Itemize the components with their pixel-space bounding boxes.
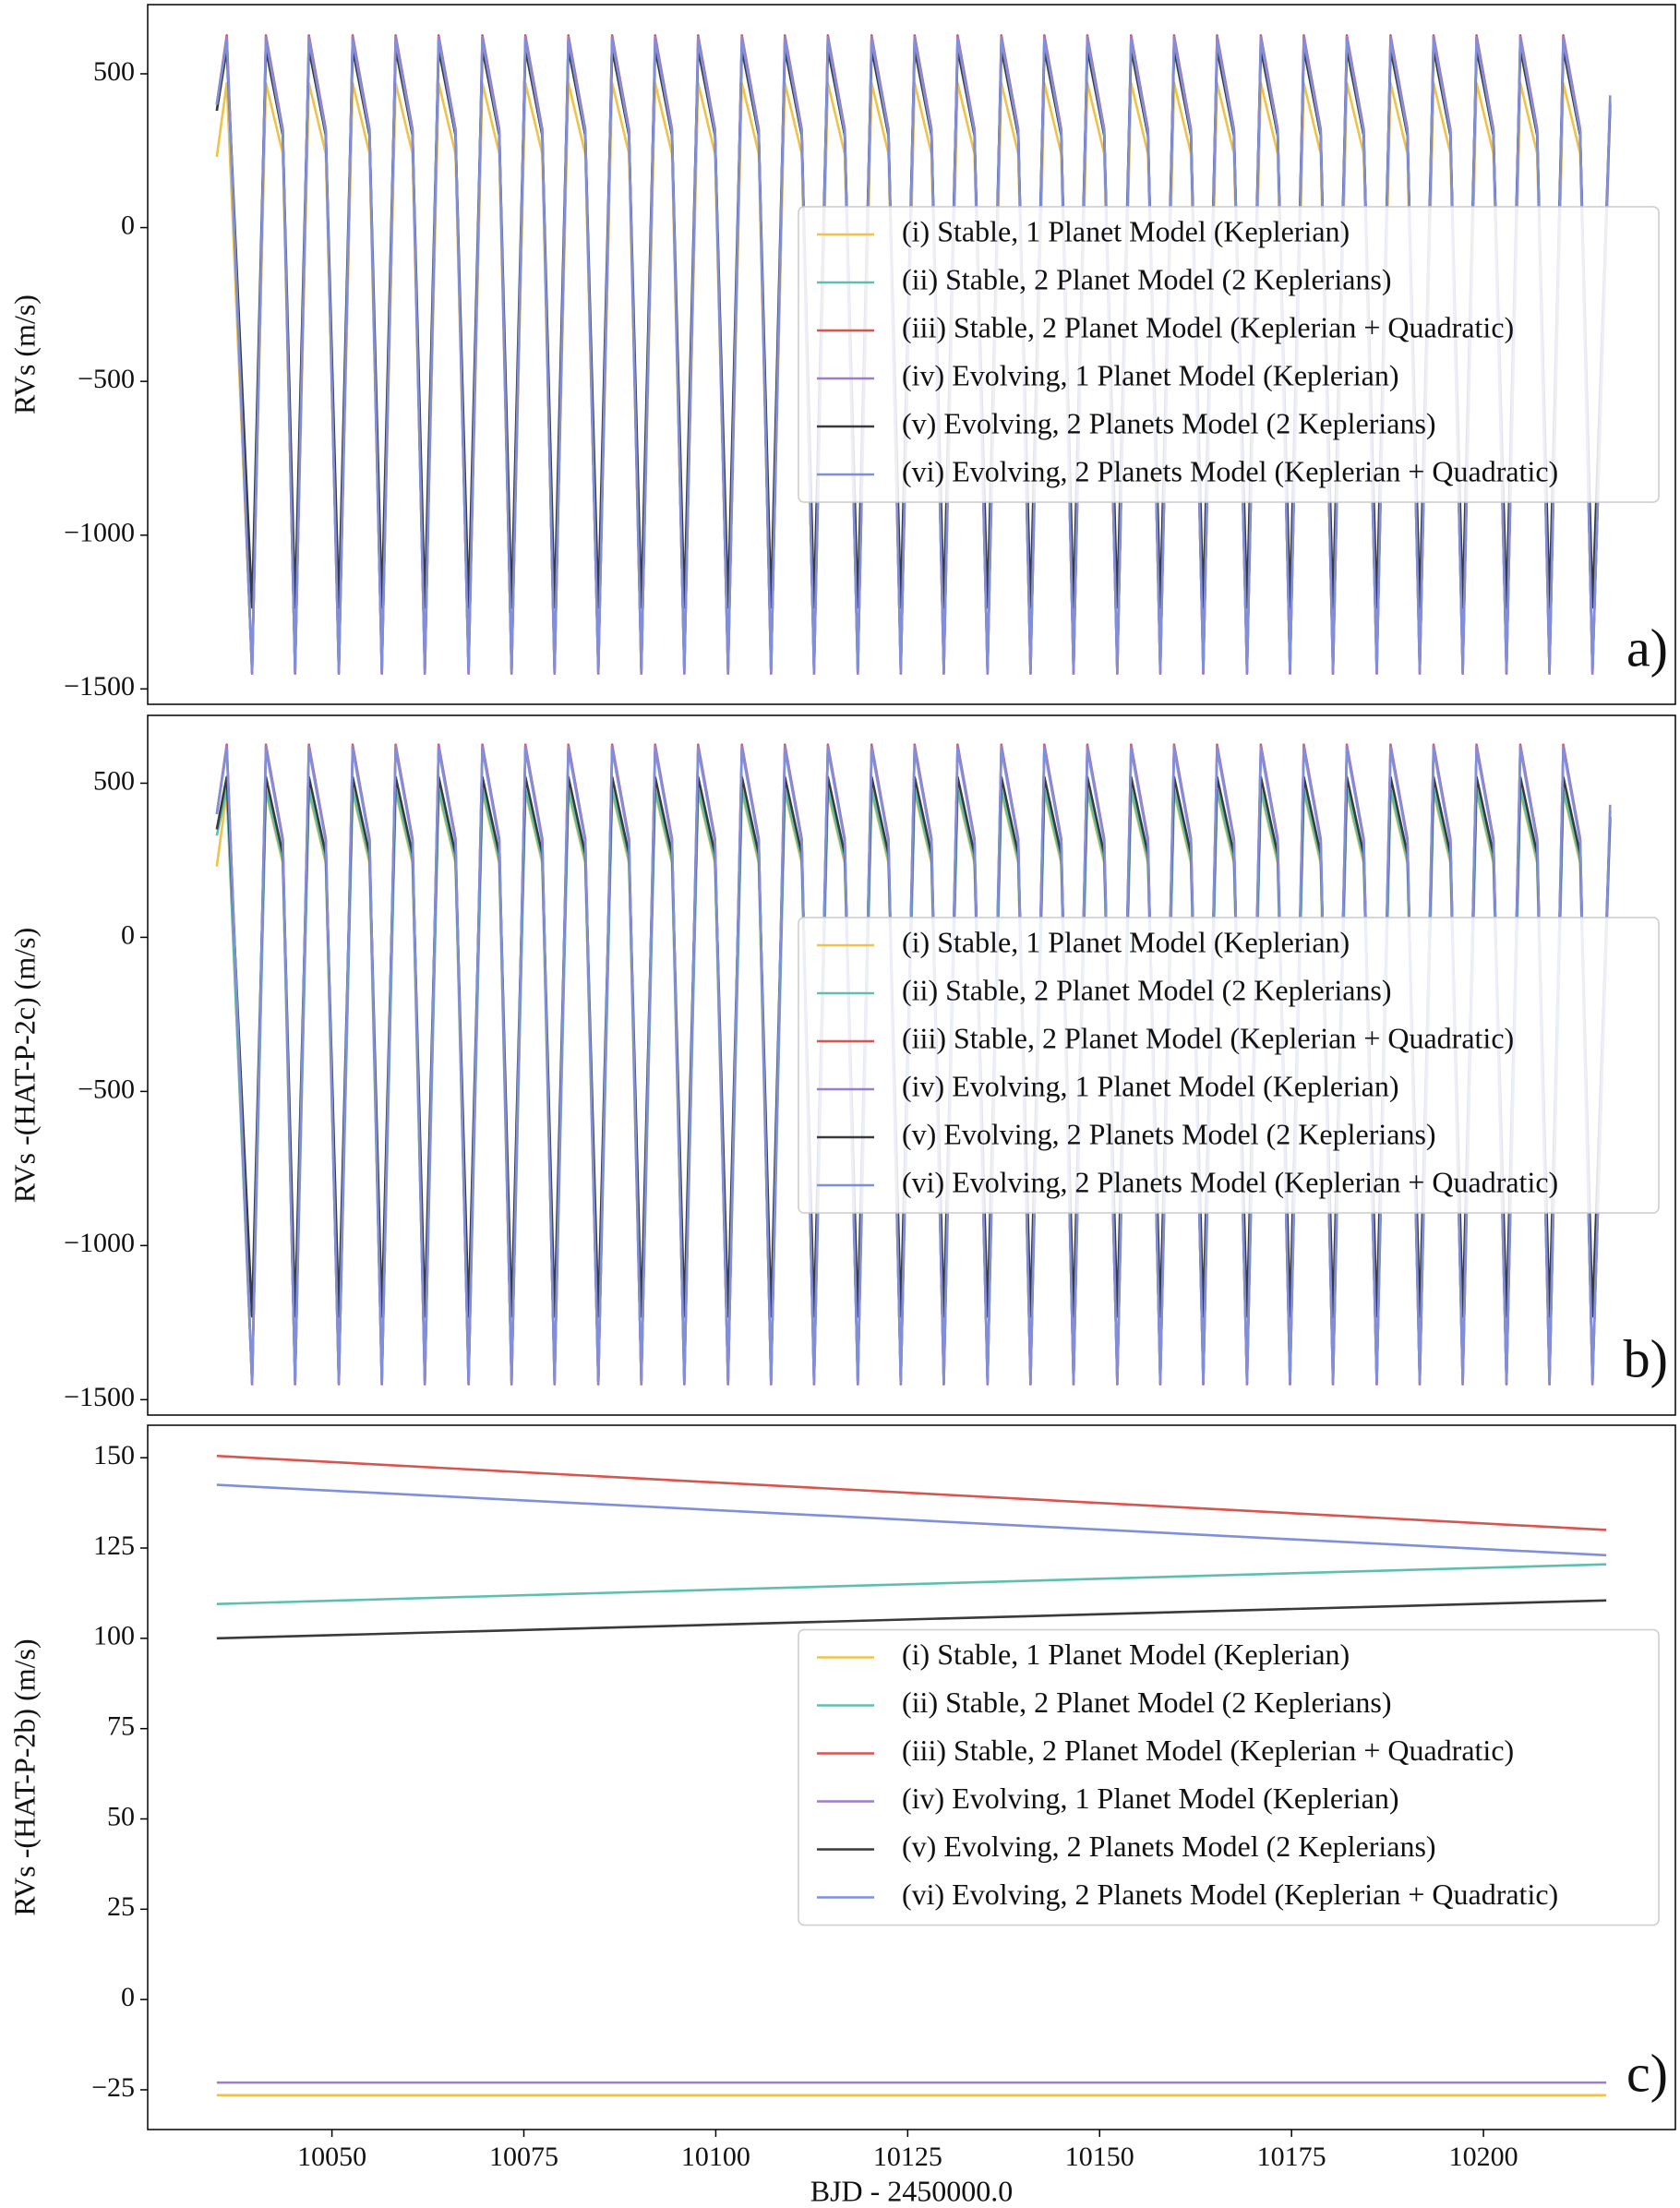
x-axis-label: BJD - 2450000.0: [810, 2174, 1014, 2207]
panel: −1500 −1000 −500 0 500 RVs -(HAT-P-2c) (m/s) b…: [7, 714, 1676, 1416]
legend-label: (i) Stable, 1 Planet Model (Keplerian): [902, 925, 1350, 958]
y-tick-label: −1000: [64, 1228, 135, 1258]
y-axis-label: RVs -(HAT-P-2c) (m/s): [7, 928, 41, 1203]
legend: (i) Stable, 1 Planet Model (Keplerian) (i…: [798, 917, 1660, 1214]
y-tick-label: 25: [107, 1891, 135, 1922]
panel: −25 0 25 50 75 100 125 150 10050 10075 10100 10125 1…: [7, 1424, 1676, 2207]
legend-label: (vi) Evolving, 2 Planets Model (Kepleria…: [902, 1165, 1558, 1198]
y-axis-label: RVs (m/s): [7, 294, 41, 414]
legend-label: (v) Evolving, 2 Planets Model (2 Kepleri…: [902, 1117, 1436, 1150]
legend-label: (iii) Stable, 2 Planet Model (Keplerian …: [902, 310, 1514, 343]
axes-frame: [147, 4, 1676, 705]
y-tick-label: 50: [107, 1801, 135, 1831]
legend-label: (iii) Stable, 2 Planet Model (Keplerian …: [902, 1021, 1514, 1054]
legend-box: [798, 1628, 1660, 1926]
legend-label: (iv) Evolving, 1 Planet Model (Keplerian…: [902, 358, 1399, 391]
y-tick-label: −25: [91, 2072, 135, 2103]
series-line: [216, 1483, 1607, 1557]
y-tick-label: 75: [107, 1711, 135, 1742]
legend-label: (iv) Evolving, 1 Planet Model (Keplerian…: [902, 1782, 1399, 1815]
x-tick-label: 10075: [489, 2142, 558, 2172]
y-tick-label: 125: [93, 1530, 135, 1561]
x-tick-label: 10050: [297, 2142, 366, 2172]
y-tick-label: 500: [93, 765, 135, 796]
y-tick-label: 150: [93, 1440, 135, 1470]
y-tick-label: 500: [93, 56, 135, 87]
legend: (i) Stable, 1 Planet Model (Keplerian) (i…: [798, 206, 1660, 503]
y-tick-label: −1500: [64, 1382, 135, 1412]
y-tick-label: −1500: [64, 671, 135, 702]
x-tick-label: 10100: [681, 2142, 750, 2172]
series-line: [215, 748, 1612, 1383]
series-line: [216, 1454, 1607, 1531]
legend-label: (iii) Stable, 2 Planet Model (Keplerian …: [902, 1734, 1514, 1767]
legend-box: [798, 206, 1660, 503]
plot-area: [215, 743, 1612, 1386]
panel: −1500 −1000 −500 0 500 RVs (m/s) a) (i) Stable,…: [7, 4, 1676, 705]
panel-annotation: b): [1624, 1328, 1668, 1388]
legend-label: (i) Stable, 1 Planet Model (Keplerian): [902, 214, 1350, 247]
x-tick-label: 10150: [1065, 2142, 1134, 2172]
legend-box: [798, 917, 1660, 1214]
y-tick-label: 0: [121, 919, 135, 950]
legend-label: (vi) Evolving, 2 Planets Model (Kepleria…: [902, 454, 1558, 487]
legend-label: (v) Evolving, 2 Planets Model (2 Kepleri…: [902, 1830, 1436, 1863]
x-tick-label: 10200: [1449, 2142, 1518, 2172]
series-line: [216, 1599, 1607, 1640]
legend-label: (ii) Stable, 2 Planet Model (2 Keplerian…: [902, 973, 1392, 1006]
x-tick-label: 10125: [873, 2142, 942, 2172]
panel-annotation: a): [1626, 618, 1668, 678]
legend-label: (iv) Evolving, 1 Planet Model (Keplerian…: [902, 1069, 1399, 1102]
y-tick-label: −500: [78, 1074, 135, 1104]
y-tick-label: −1000: [64, 518, 135, 548]
legend-label: (i) Stable, 1 Planet Model (Keplerian): [902, 1638, 1350, 1671]
y-tick-label: 0: [121, 210, 135, 240]
y-tick-label: −500: [78, 364, 135, 394]
series-line: [216, 1563, 1607, 1605]
legend-label: (v) Evolving, 2 Planets Model (2 Kepleri…: [902, 406, 1436, 439]
legend-label: (ii) Stable, 2 Planet Model (2 Keplerian…: [902, 1686, 1392, 1719]
y-tick-label: 0: [121, 1982, 135, 2012]
legend-label: (ii) Stable, 2 Planet Model (2 Keplerian…: [902, 262, 1392, 295]
x-tick-label: 10175: [1257, 2142, 1326, 2172]
y-axis-label: RVs -(HAT-P-2b) (m/s): [7, 1638, 41, 1915]
panel-annotation: c): [1626, 2043, 1668, 2103]
legend: (i) Stable, 1 Planet Model (Keplerian) (i…: [798, 1628, 1660, 1926]
plot-area: [216, 1454, 1607, 2097]
series-line: [215, 39, 1612, 672]
axes-frame: [147, 714, 1676, 1416]
legend-label: (vi) Evolving, 2 Planets Model (Kepleria…: [902, 1878, 1558, 1911]
plot-area: [215, 34, 1612, 675]
y-tick-label: 100: [93, 1621, 135, 1651]
axes-frame: [147, 1424, 1676, 2130]
